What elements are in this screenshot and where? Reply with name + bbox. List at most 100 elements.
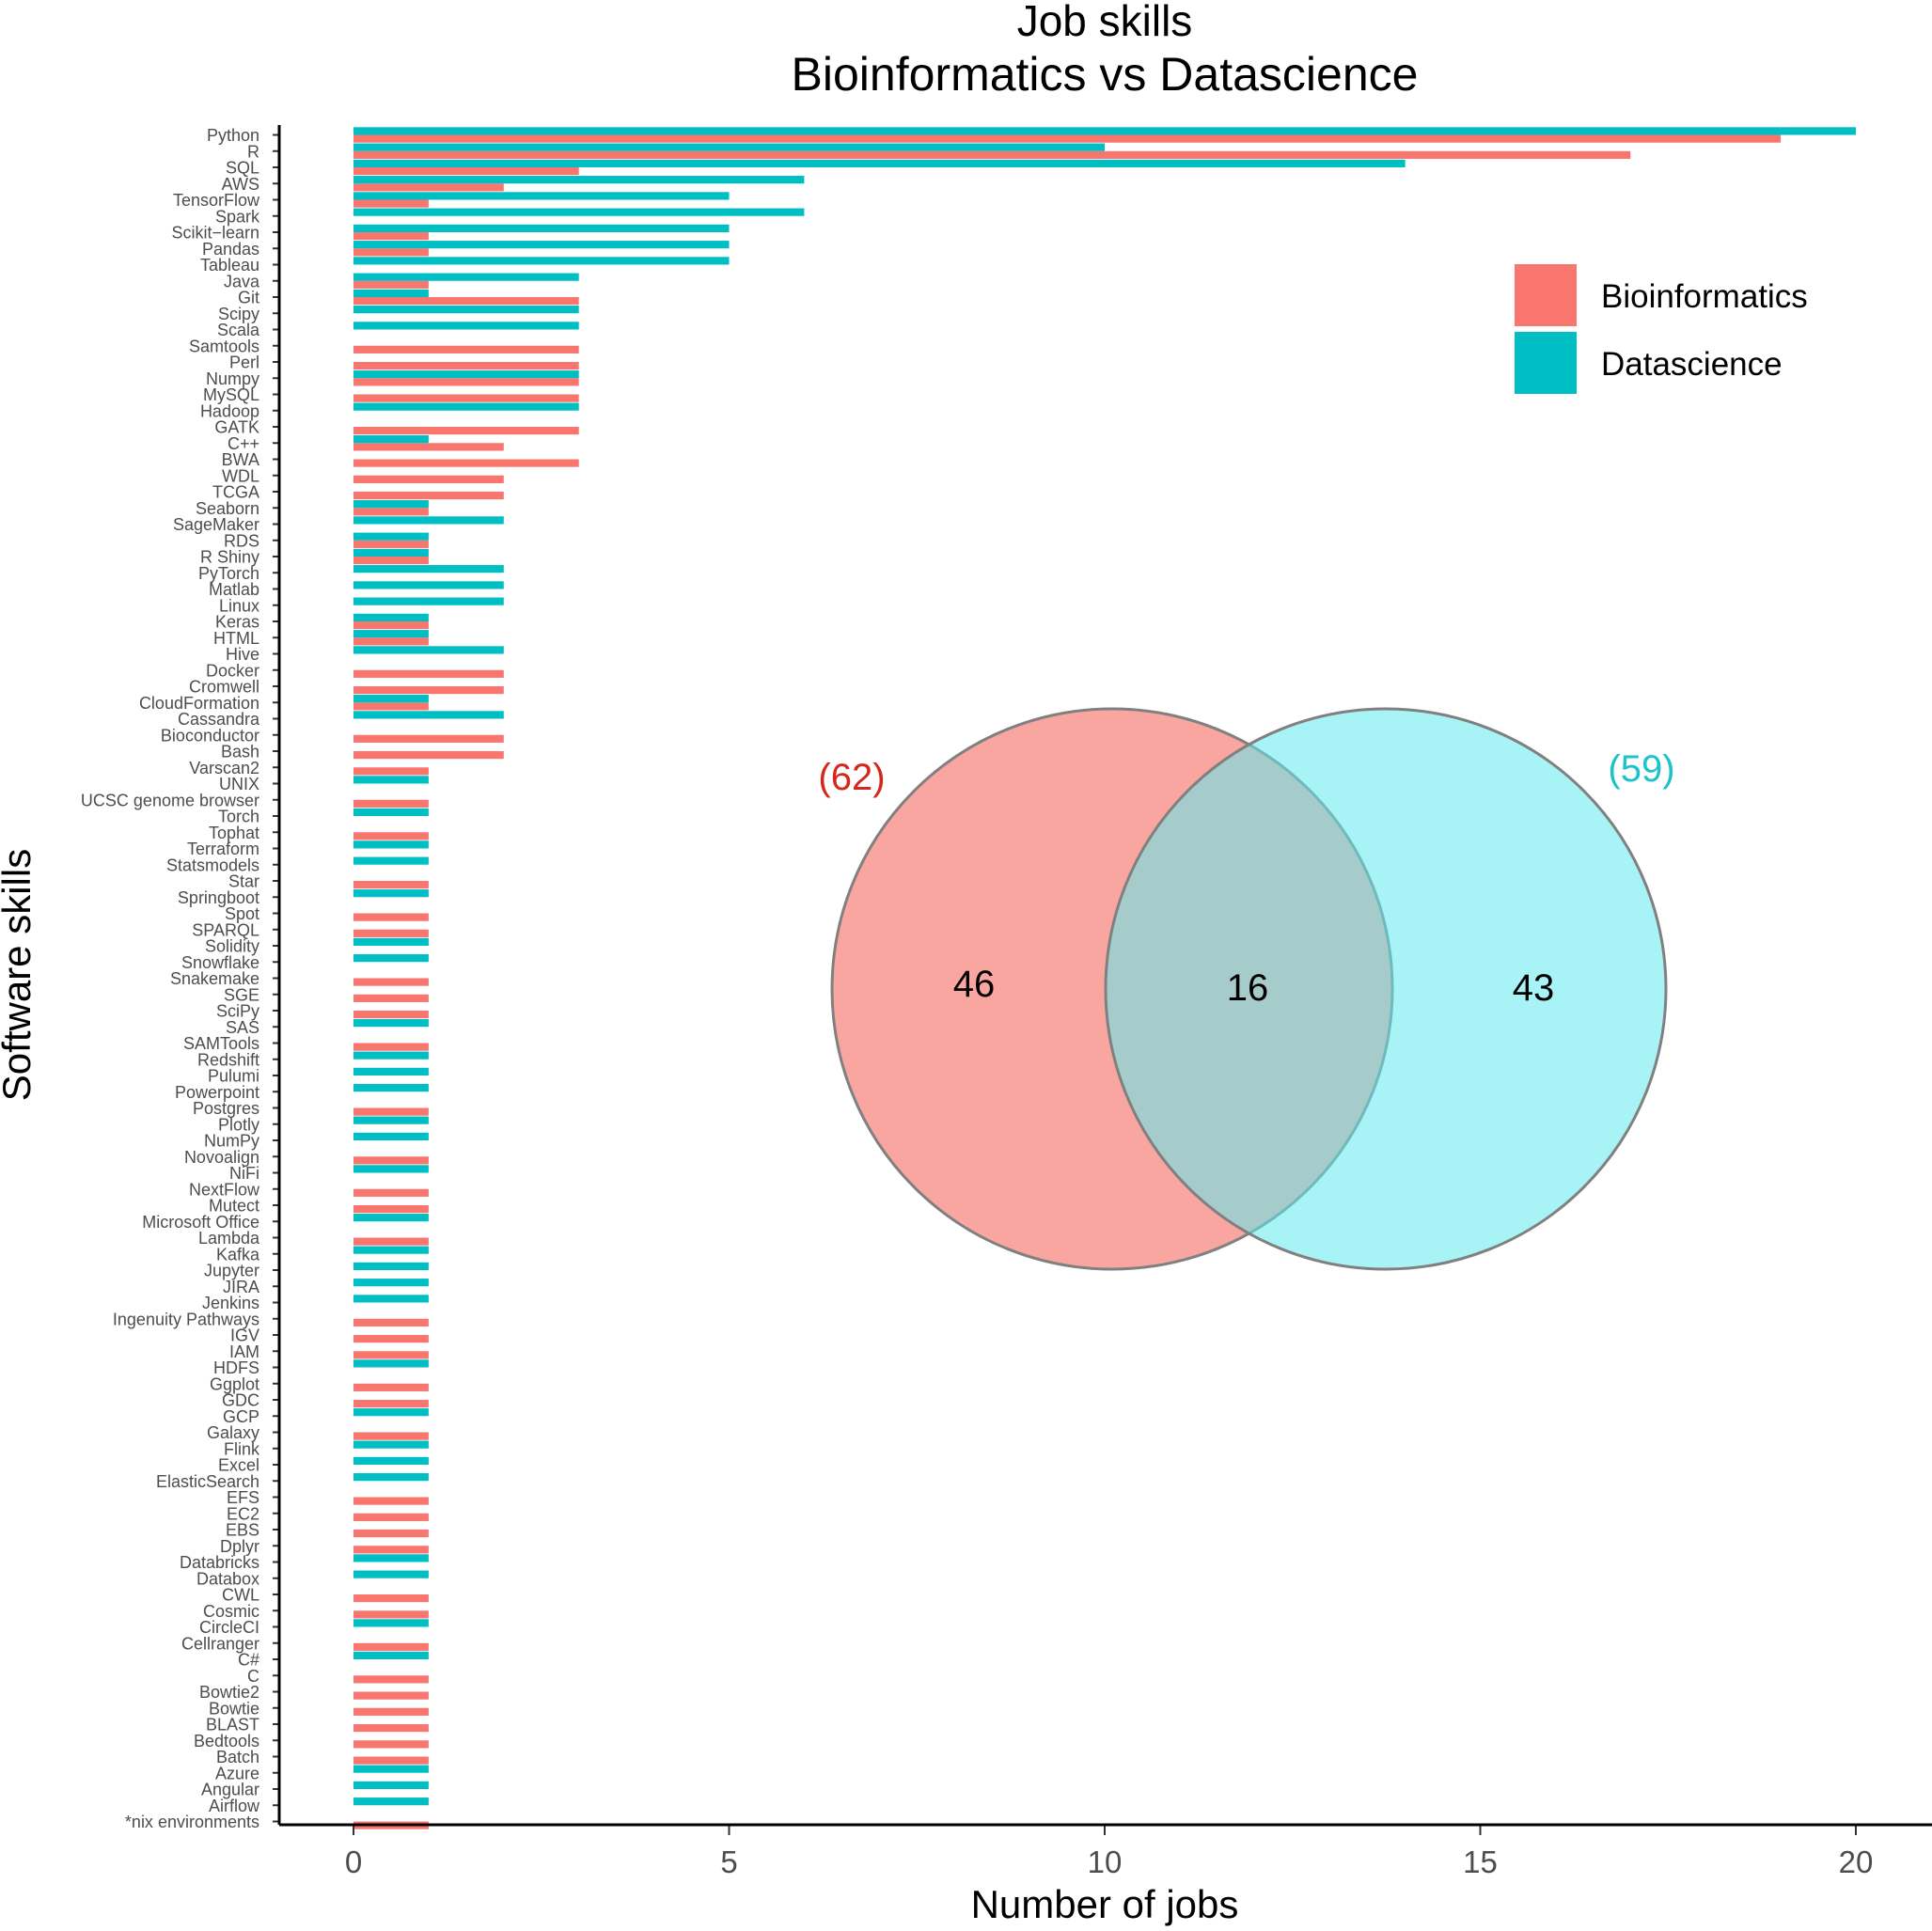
bar-bioinformatics-ggplot xyxy=(353,1383,429,1391)
y-tick-label: Scipy xyxy=(218,305,259,323)
bar-bioinformatics-samtools xyxy=(353,345,579,353)
y-tick-label: Flink xyxy=(224,1439,260,1458)
bar-bioinformatics-perl xyxy=(353,362,579,370)
bar-datascience-torch xyxy=(353,808,429,816)
bar-datascience-numpy xyxy=(353,1132,429,1140)
y-tick-label: GDC xyxy=(222,1391,259,1410)
venn-total-datascience: (59) xyxy=(1608,748,1674,790)
bar-datascience-azure xyxy=(353,1765,429,1773)
bar-datascience-jupyter xyxy=(353,1262,429,1270)
y-tick-label: CircleCI xyxy=(199,1618,259,1637)
bar-datascience-matlab xyxy=(353,581,504,589)
legend-label-datascience: Datascience xyxy=(1601,346,1783,383)
y-tick-label: Cassandra xyxy=(178,710,260,729)
y-tick-label: Scikit−learn xyxy=(171,224,259,243)
bar-datascience-hdfs xyxy=(353,1359,429,1368)
bar-datascience-redshift xyxy=(353,1051,429,1060)
bar-bioinformatics-ec2 xyxy=(353,1513,429,1521)
bar-bioinformatics-cwl xyxy=(353,1594,429,1603)
y-tick-label: CloudFormation xyxy=(139,694,259,713)
y-tick-label: Snowflake xyxy=(181,953,259,972)
venn-only-bioinformatics: 46 xyxy=(953,964,996,1005)
bar-bioinformatics-mutect xyxy=(353,1205,429,1214)
y-tick-label: C++ xyxy=(228,434,259,453)
bar-datascience-jenkins xyxy=(353,1295,429,1303)
y-tick-label: Bash xyxy=(221,743,259,761)
bar-datascience-pulumi xyxy=(353,1067,429,1075)
y-tick-label: Keras xyxy=(215,613,259,632)
bar-bioinformatics-ucsc-genome-browser xyxy=(353,799,429,808)
y-tick-label: Varscan2 xyxy=(189,759,259,777)
bar-datascience-snowflake xyxy=(353,954,429,963)
bar-bioinformatics-nextflow xyxy=(353,1188,429,1197)
bar-bioinformatics-gatk xyxy=(353,427,579,435)
bar-bioinformatics-postgres xyxy=(353,1107,429,1116)
y-tick-label: Bioconductor xyxy=(161,726,259,745)
bar-bioinformatics-pandas xyxy=(353,248,429,257)
y-tick-label: Batch xyxy=(216,1748,259,1766)
y-tick-label: MySQL xyxy=(203,385,259,404)
y-tick-label: Hadoop xyxy=(200,401,259,420)
bar-bioinformatics-igv xyxy=(353,1335,429,1343)
bar-datascience-cassandra xyxy=(353,711,504,719)
y-axis-title: Software skills xyxy=(0,849,39,1101)
y-tick-label: Databox xyxy=(196,1569,259,1588)
bar-datascience-html xyxy=(353,630,429,638)
bar-bioinformatics-ingenuity-pathways xyxy=(353,1318,429,1327)
bar-bioinformatics-dplyr xyxy=(353,1546,429,1554)
bar-series-group xyxy=(353,127,1856,1829)
y-tick-label: Tableau xyxy=(200,256,259,275)
bar-bioinformatics-seaborn xyxy=(353,508,429,516)
bar-datascience-jira xyxy=(353,1279,429,1287)
bar-bioinformatics-docker xyxy=(353,669,504,678)
bar-datascience-excel xyxy=(353,1456,429,1465)
y-tick-label: Novoalign xyxy=(184,1148,259,1167)
y-tick-label: Seaborn xyxy=(196,499,259,518)
bar-bioinformatics-ebs xyxy=(353,1530,429,1538)
y-tick-label: JIRA xyxy=(223,1278,259,1296)
bar-datascience-pandas xyxy=(353,241,730,249)
bar-datascience-gcp xyxy=(353,1408,429,1417)
y-tick-label: Spot xyxy=(225,904,259,923)
bar-bioinformatics-r xyxy=(353,150,1631,159)
bar-bioinformatics-scikit-learn xyxy=(353,232,429,241)
y-tick-label: GCP xyxy=(223,1407,259,1426)
y-tick-label: SciPy xyxy=(216,1002,259,1021)
y-tick-label: Tophat xyxy=(209,824,259,842)
y-tick-label: Terraform xyxy=(187,840,259,858)
y-tick-label: SAS xyxy=(226,1018,259,1037)
bar-datascience-nifi xyxy=(353,1165,429,1173)
y-tick-label: AWS xyxy=(222,175,259,194)
bar-bioinformatics-galaxy xyxy=(353,1432,429,1440)
y-tick-label: Pandas xyxy=(202,240,259,259)
bar-bioinformatics-spot xyxy=(353,913,429,921)
bar-bioinformatics-efs xyxy=(353,1497,429,1505)
bar-bioinformatics-r-shiny xyxy=(353,557,429,565)
y-tick-label: UCSC genome browser xyxy=(81,791,259,809)
bar-bioinformatics-html xyxy=(353,637,429,646)
bar-bioinformatics-blast xyxy=(353,1724,429,1733)
bar-datascience-plotly xyxy=(353,1116,429,1124)
bar-bioinformatics-c xyxy=(353,1675,429,1684)
bar-datascience-numpy xyxy=(353,370,579,379)
bar-datascience-sql xyxy=(353,159,1406,167)
bar-datascience-tableau xyxy=(353,257,730,265)
bar-bioinformatics-cromwell xyxy=(353,686,504,695)
venn-only-datascience: 43 xyxy=(1513,967,1555,1009)
bar-bioinformatics-varscan2 xyxy=(353,767,429,776)
bar-datascience-statsmodels xyxy=(353,856,429,865)
bar-datascience-scala xyxy=(353,322,579,330)
bar-bioinformatics-keras xyxy=(353,621,429,630)
y-tick-label: Git xyxy=(238,289,259,307)
y-tick-label: HDFS xyxy=(213,1358,259,1377)
bar-bioinformatics-iam xyxy=(353,1351,429,1359)
y-tick-label: BLAST xyxy=(206,1716,259,1735)
y-tick-label: Pulumi xyxy=(208,1067,259,1086)
y-tick-label: Solidity xyxy=(205,937,259,956)
y-tick-label: Redshift xyxy=(197,1050,259,1069)
bar-datascience-aws xyxy=(353,176,805,184)
y-tick-label: Postgres xyxy=(193,1099,259,1118)
y-tick-label: SPARQL xyxy=(192,920,259,939)
y-tick-label: Azure xyxy=(215,1764,259,1782)
y-tick-label: EFS xyxy=(227,1488,259,1507)
